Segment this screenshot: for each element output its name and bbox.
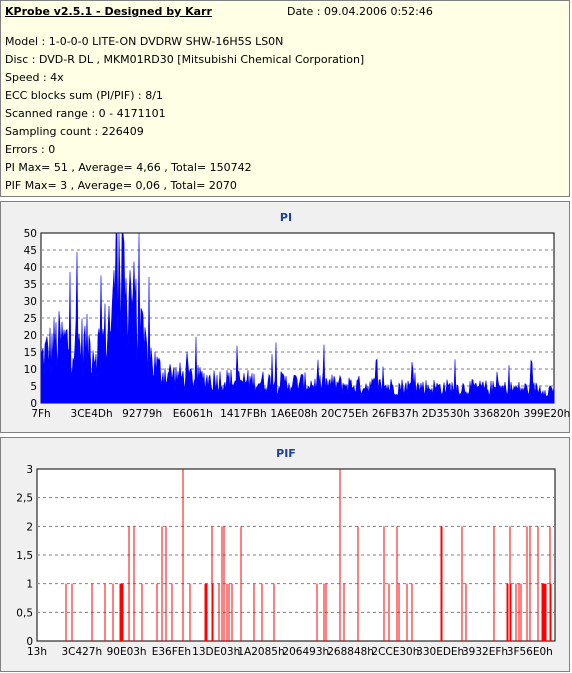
info-panel: KProbe v2.5.1 - Designed by Karr Date : … [0,0,570,197]
pi-y-tick-label: 50 [24,228,37,240]
pi-x-tick-label: 399E20h [524,408,571,420]
pif-x-tick-label: 3932EFh [462,646,508,658]
scan-date: Date : 09.04.2006 0:52:46 [287,5,433,18]
pif-x-tick-label: 3F56E0h [507,646,553,658]
pif-y-tick-label: 0,5 [16,607,33,619]
pif-y-tick-label: 3 [26,464,33,476]
pi-x-tick-label: E6061h [173,408,213,420]
pi-y-tick-label: 45 [24,245,37,257]
pi-y-tick-label: 35 [24,279,37,291]
pif-x-tick-label: E36FEh [152,646,191,658]
pif-x-tick-label: 330EDEh [416,646,464,658]
pi-y-tick-label: 40 [24,262,37,274]
pi-series-area [40,232,555,404]
pif-x-tick-label: 2CCE30h [371,646,419,658]
pif-x-tick-label: 1A2085h [237,646,284,658]
pi-y-tick-label: 30 [24,296,37,308]
range-line: Scanned range : 0 - 4171101 [5,107,166,120]
pif-y-tick-label: 2,5 [16,493,33,505]
model-line: Model : 1-0-0-0 LITE-ON DVDRW SHW-16H5S … [5,35,284,48]
pif-series-bars [65,469,552,641]
pif-y-tick-label: 2 [26,521,33,533]
pi-chart: PI 0 5 10 15 20 25 30 35 40 45 50 7Fh 3CE4Dh 92779h E6… [24,211,571,420]
pif-chart-panel: PIF 0 0,5 1 1,5 2 2,5 3 13h 3C427h 90E03h E36FEh 13… [0,437,570,672]
app-title: KProbe v2.5.1 - Designed by Karr [5,5,212,18]
pi-y-tick-label: 20 [24,330,37,342]
pif-y-tick-label: 0 [26,636,33,648]
pif-chart: PIF 0 0,5 1 1,5 2 2,5 3 13h 3C427h 90E03h E36FEh 13… [16,447,556,658]
pi-y-tick-label: 15 [24,347,37,359]
pi-x-tick-label: 3CE4Dh [71,408,113,420]
pi-summary-line: PI Max= 51 , Average= 4,66 , Total= 1507… [5,161,252,174]
pif-summary-line: PIF Max= 3 , Average= 0,06 , Total= 2070 [5,179,237,192]
pi-x-tick-label: 2D3530h [422,408,470,420]
ecc-line: ECC blocks sum (PI/PIF) : 8/1 [5,89,163,102]
pi-x-tick-label: 336820h [473,408,520,420]
errors-line: Errors : 0 [5,143,56,156]
pi-x-tick-label: 7Fh [31,408,50,420]
pi-x-tick-label: 92779h [122,408,162,420]
pi-x-tick-label: 26FB37h [372,408,419,420]
pi-y-tick-label: 25 [24,313,37,325]
pif-chart-title: PIF [276,447,296,460]
pif-x-tick-label: 90E03h [107,646,147,658]
pi-y-tick-label: 0 [30,398,37,410]
speed-line: Speed : 4x [5,71,64,84]
disc-line: Disc : DVD-R DL , MKM01RD30 [Mitsubishi … [5,53,365,66]
sampling-line: Sampling count : 226409 [5,125,144,138]
pi-x-tick-label: 1A6E08h [270,408,317,420]
pif-x-tick-label: 268848h [327,646,374,658]
pi-y-tick-label: 5 [30,381,37,393]
pif-x-tick-label: 13DE03h [192,646,240,658]
pi-chart-panel: PI 0 5 10 15 20 25 30 35 40 45 50 7Fh 3CE4Dh 92779h E6… [0,201,570,433]
pif-y-tick-label: 1 [26,579,33,591]
pi-x-tick-label: 20C75Eh [321,408,368,420]
pi-chart-title: PI [280,211,292,224]
pif-x-tick-label: 206493h [282,646,329,658]
pi-y-tick-label: 10 [24,364,37,376]
pif-x-tick-label: 13h [27,646,47,658]
pif-y-tick-label: 1,5 [16,550,33,562]
pi-x-tick-label: 1417FBh [220,408,267,420]
pif-x-tick-label: 3C427h [61,646,102,658]
